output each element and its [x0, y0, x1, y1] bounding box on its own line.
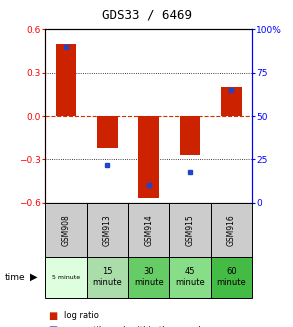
Bar — [87, 203, 128, 257]
Text: 15
minute: 15 minute — [93, 267, 122, 287]
Bar — [169, 257, 211, 298]
Bar — [97, 116, 118, 148]
Text: 5 minute: 5 minute — [52, 275, 80, 280]
Bar — [211, 257, 252, 298]
Text: GSM914: GSM914 — [144, 214, 153, 246]
Text: GSM908: GSM908 — [62, 214, 71, 246]
Bar — [180, 116, 200, 155]
Bar — [169, 203, 211, 257]
Text: ■: ■ — [48, 311, 58, 320]
Bar — [221, 87, 242, 116]
Bar — [87, 257, 128, 298]
Text: 30
minute: 30 minute — [134, 267, 163, 287]
Text: ■: ■ — [48, 325, 58, 327]
Bar — [211, 203, 252, 257]
Bar — [128, 203, 169, 257]
Bar — [138, 116, 159, 198]
Bar — [45, 257, 87, 298]
Bar — [128, 257, 169, 298]
Text: 60
minute: 60 minute — [217, 267, 246, 287]
Text: log ratio: log ratio — [64, 311, 99, 320]
Text: ▶: ▶ — [30, 272, 38, 282]
Text: GDS33 / 6469: GDS33 / 6469 — [101, 8, 192, 21]
Text: time: time — [4, 273, 25, 282]
Text: GSM916: GSM916 — [227, 214, 236, 246]
Bar — [56, 44, 76, 116]
Text: GSM915: GSM915 — [185, 214, 195, 246]
Bar — [45, 203, 87, 257]
Text: percentile rank within the sample: percentile rank within the sample — [64, 326, 207, 327]
Text: GSM913: GSM913 — [103, 214, 112, 246]
Text: 45
minute: 45 minute — [175, 267, 205, 287]
